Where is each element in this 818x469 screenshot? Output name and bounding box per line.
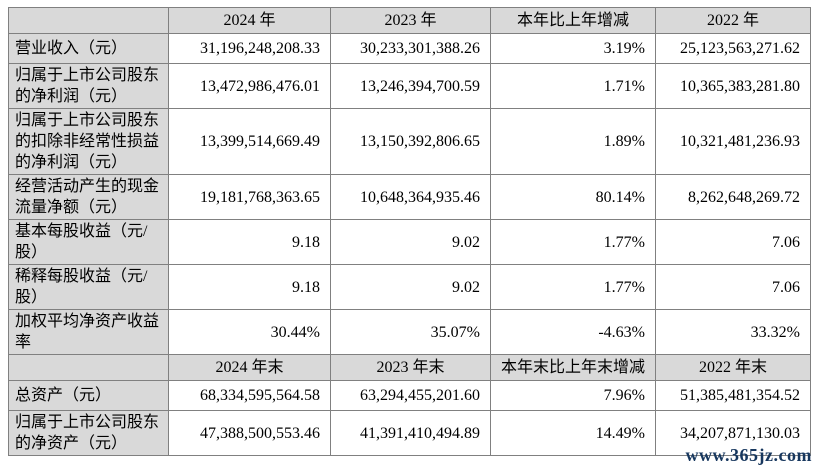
value-cell: 7.06 bbox=[655, 264, 811, 310]
value-cell: 7.06 bbox=[655, 219, 811, 265]
value-cell: 63,294,455,201.60 bbox=[330, 380, 491, 411]
value-cell: 9.18 bbox=[168, 219, 331, 265]
row-label-operating-cash-flow: 经营活动产生的现金流量净额（元） bbox=[8, 174, 169, 220]
watermark-url: www.365jz.com bbox=[685, 445, 812, 465]
column-header-2023-year-end: 2023 年末 bbox=[330, 354, 491, 381]
table-row-operating-cash-flow: 经营活动产生的现金流量净额（元） 19,181,768,363.65 10,64… bbox=[8, 174, 811, 220]
header-row-annual: 2024 年 2023 年 本年比上年增减 2022 年 bbox=[8, 7, 811, 34]
value-cell: 47,388,500,553.46 bbox=[168, 410, 331, 456]
table-row-net-profit-excl-nonrecurring: 归属于上市公司股东的扣除非经常性损益的净利润（元） 13,399,514,669… bbox=[8, 108, 811, 175]
table-row-basic-eps: 基本每股收益（元/股） 9.18 9.02 1.77% 7.06 bbox=[8, 219, 811, 265]
row-label-weighted-avg-roe: 加权平均净资产收益率 bbox=[8, 309, 169, 355]
value-cell: 13,472,986,476.01 bbox=[168, 63, 331, 109]
row-label-diluted-eps: 稀释每股收益（元/股） bbox=[8, 264, 169, 310]
value-cell: 10,365,383,281.80 bbox=[655, 63, 811, 109]
header-row-year-end: 2024 年末 2023 年末 本年末比上年末增减 2022 年末 bbox=[8, 354, 811, 381]
column-header-yoy-change: 本年比上年增减 bbox=[490, 7, 656, 34]
value-cell: 13,246,394,700.59 bbox=[330, 63, 491, 109]
value-cell: 30.44% bbox=[168, 309, 331, 355]
header-empty-cell bbox=[8, 7, 169, 34]
value-cell: 14.49% bbox=[490, 410, 656, 456]
row-label-net-profit: 归属于上市公司股东的净利润（元） bbox=[8, 63, 169, 109]
table-row-total-assets: 总资产（元） 68,334,595,564.58 63,294,455,201.… bbox=[8, 380, 811, 411]
value-cell: 41,391,410,494.89 bbox=[330, 410, 491, 456]
value-cell: 35.07% bbox=[330, 309, 491, 355]
value-cell: 19,181,768,363.65 bbox=[168, 174, 331, 220]
value-cell: 1.71% bbox=[490, 63, 656, 109]
value-cell: 25,123,563,271.62 bbox=[655, 33, 811, 64]
value-cell: 1.77% bbox=[490, 264, 656, 310]
row-label-net-profit-excl-nonrecurring: 归属于上市公司股东的扣除非经常性损益的净利润（元） bbox=[8, 108, 169, 175]
value-cell: 33.32% bbox=[655, 309, 811, 355]
table-row-diluted-eps: 稀释每股收益（元/股） 9.18 9.02 1.77% 7.06 bbox=[8, 264, 811, 310]
value-cell: 31,196,248,208.33 bbox=[168, 33, 331, 64]
value-cell: 7.96% bbox=[490, 380, 656, 411]
column-header-2023: 2023 年 bbox=[330, 7, 491, 34]
table-row-net-profit: 归属于上市公司股东的净利润（元） 13,472,986,476.01 13,24… bbox=[8, 63, 811, 109]
value-cell: 9.18 bbox=[168, 264, 331, 310]
value-cell: 10,648,364,935.46 bbox=[330, 174, 491, 220]
column-header-2022: 2022 年 bbox=[655, 7, 811, 34]
row-label-net-assets: 归属于上市公司股东的净资产（元） bbox=[8, 410, 169, 456]
column-header-2022-year-end: 2022 年末 bbox=[655, 354, 811, 381]
row-label-revenue: 营业收入（元） bbox=[8, 33, 169, 64]
value-cell: 1.89% bbox=[490, 108, 656, 175]
value-cell: 68,334,595,564.58 bbox=[168, 380, 331, 411]
financial-summary-table: 2024 年 2023 年 本年比上年增减 2022 年 营业收入（元） 31,… bbox=[8, 7, 811, 456]
table-row-net-assets: 归属于上市公司股东的净资产（元） 47,388,500,553.46 41,39… bbox=[8, 410, 811, 456]
value-cell: 1.77% bbox=[490, 219, 656, 265]
column-header-2024: 2024 年 bbox=[168, 7, 331, 34]
value-cell: 9.02 bbox=[330, 219, 491, 265]
value-cell: 80.14% bbox=[490, 174, 656, 220]
value-cell: 13,399,514,669.49 bbox=[168, 108, 331, 175]
value-cell: -4.63% bbox=[490, 309, 656, 355]
value-cell: 30,233,301,388.26 bbox=[330, 33, 491, 64]
column-header-year-end-change: 本年末比上年末增减 bbox=[490, 354, 656, 381]
value-cell: 13,150,392,806.65 bbox=[330, 108, 491, 175]
table-row-revenue: 营业收入（元） 31,196,248,208.33 30,233,301,388… bbox=[8, 33, 811, 64]
row-label-total-assets: 总资产（元） bbox=[8, 380, 169, 411]
row-label-basic-eps: 基本每股收益（元/股） bbox=[8, 219, 169, 265]
value-cell: 8,262,648,269.72 bbox=[655, 174, 811, 220]
value-cell: 51,385,481,354.52 bbox=[655, 380, 811, 411]
value-cell: 34,207,871,130.03 bbox=[655, 410, 811, 456]
header-empty-cell bbox=[8, 354, 169, 381]
value-cell: 3.19% bbox=[490, 33, 656, 64]
value-cell: 10,321,481,236.93 bbox=[655, 108, 811, 175]
column-header-2024-year-end: 2024 年末 bbox=[168, 354, 331, 381]
value-cell: 9.02 bbox=[330, 264, 491, 310]
table-row-weighted-avg-roe: 加权平均净资产收益率 30.44% 35.07% -4.63% 33.32% bbox=[8, 309, 811, 355]
